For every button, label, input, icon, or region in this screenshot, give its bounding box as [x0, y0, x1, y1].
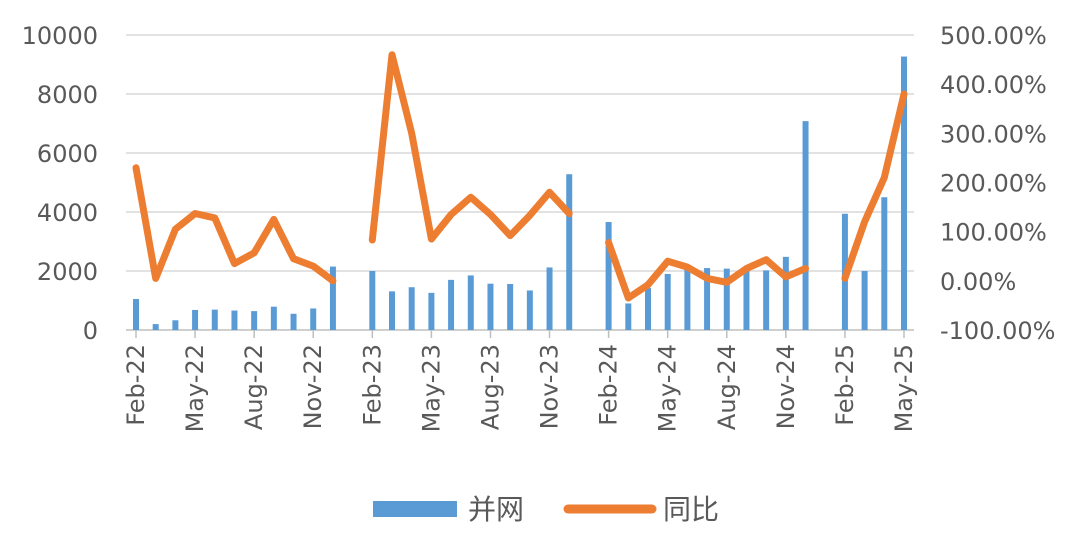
x-tick-labels: Feb-22 May-22 Aug-22 Nov-22 Feb-23 May-23 Aug-… [122, 344, 918, 432]
bar [271, 307, 277, 330]
bar [803, 121, 809, 330]
bar [389, 291, 395, 330]
bar [527, 290, 533, 330]
y-right-tick-label: 0.00% [940, 268, 1016, 296]
y-right-tick-label: 100.00% [940, 219, 1047, 247]
bar [133, 299, 139, 330]
x-tick-label: Feb-22 [122, 344, 150, 426]
bar [783, 257, 789, 330]
x-tick-label: Aug-23 [476, 344, 504, 430]
bar [310, 308, 316, 330]
bar [153, 324, 159, 330]
bar [468, 275, 474, 330]
y-right-tick-label: 400.00% [940, 71, 1047, 99]
legend-label-bar: 并网 [468, 493, 524, 526]
x-tick-label: May-25 [890, 344, 918, 432]
x-tick-label: Feb-23 [358, 344, 386, 426]
x-tick-label: Feb-25 [831, 344, 859, 426]
bar [862, 271, 868, 330]
y-left-tick-label: 2000 [37, 258, 98, 286]
bar [507, 284, 513, 330]
bar [192, 310, 198, 330]
x-tick-label: May-24 [654, 344, 682, 432]
bar [369, 271, 375, 330]
right-y-axis: -100.00% 0.00% 100.00% 200.00% 300.00% 400.00… [940, 22, 1055, 345]
bar [743, 271, 749, 330]
y-left-tick-label: 4000 [37, 199, 98, 227]
y-right-tick-label: 200.00% [940, 170, 1047, 198]
y-left-tick-label: 0 [83, 317, 98, 345]
legend-label-line: 同比 [663, 493, 719, 526]
bar [881, 197, 887, 330]
bar [428, 293, 434, 330]
y-right-tick-label: 500.00% [940, 22, 1047, 50]
bar [684, 269, 690, 330]
bar [606, 222, 612, 330]
bar [231, 311, 237, 330]
x-tick-label: Feb-24 [595, 344, 623, 426]
bar [625, 303, 631, 330]
legend-bar-swatch [373, 501, 457, 517]
x-tick-label: Aug-24 [713, 344, 741, 430]
bar [448, 280, 454, 330]
bar [763, 270, 769, 330]
x-tick-label: Nov-23 [536, 344, 564, 429]
x-tick-label: May-23 [417, 344, 445, 432]
y-right-tick-label: 300.00% [940, 120, 1047, 148]
y-left-tick-label: 10000 [22, 22, 98, 50]
bar [487, 284, 493, 330]
y-right-tick-label: -100.00% [940, 317, 1055, 345]
y-left-tick-label: 6000 [37, 140, 98, 168]
bar [566, 174, 572, 330]
bar [665, 274, 671, 330]
bar [409, 287, 415, 330]
bar [547, 267, 553, 330]
bar [251, 311, 257, 330]
x-axis [136, 330, 904, 338]
x-tick-label: Aug-22 [240, 344, 268, 430]
left-y-axis: 0 2000 4000 6000 8000 10000 [22, 22, 98, 345]
bar [172, 320, 178, 330]
legend: 并网 同比 [373, 493, 719, 526]
bar-series [133, 57, 907, 330]
x-tick-label: Nov-22 [299, 344, 327, 429]
x-tick-label: May-22 [181, 344, 209, 432]
bar [645, 288, 651, 330]
gridlines [126, 35, 914, 330]
bar [291, 314, 297, 330]
y-left-tick-label: 8000 [37, 81, 98, 109]
x-tick-label: Nov-24 [772, 344, 800, 429]
bar [212, 310, 218, 330]
